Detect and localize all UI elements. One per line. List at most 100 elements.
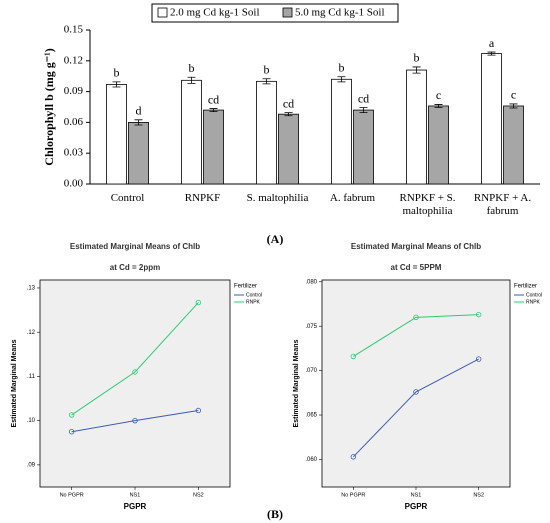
bar (331, 78, 352, 185)
point (68, 429, 75, 435)
y-tick-label: .09 (27, 462, 36, 468)
y-tick-label: .070 (305, 368, 317, 374)
bar (203, 109, 224, 185)
error-bar (509, 103, 518, 109)
error-bar (434, 104, 443, 108)
significance-letter: cd (358, 91, 369, 105)
x-tick-label: RNPKF + A. fabrum (473, 192, 532, 217)
point (475, 356, 482, 362)
plot-area (39, 279, 231, 488)
y-axis-label: Estimated Marginal Means (11, 339, 18, 427)
chart-subtitle: at Cd = 5PPM (391, 263, 442, 272)
legend-swatch (157, 7, 168, 18)
bar (503, 105, 524, 185)
y-tick-label: .075 (305, 324, 317, 330)
y-tick-label: 0.15 (64, 24, 84, 36)
x-tick-label: RNPKF + S. maltophilia (399, 192, 456, 217)
x-tick-label: NS2 (473, 492, 484, 498)
y-tick-label: 0.00 (64, 178, 84, 190)
y-tick-label: 0.06 (64, 116, 84, 128)
x-tick-label: NS1 (130, 492, 141, 498)
point (195, 407, 202, 414)
significance-letter: b (189, 61, 195, 75)
x-tick-label: No PGPR (341, 492, 365, 498)
significance-letter: d (136, 104, 142, 118)
legend-label: 5.0 mg Cd kg-1 Soil (295, 7, 385, 19)
bar (278, 113, 299, 185)
legend-title: Fertilizer (234, 284, 257, 290)
line (71, 409, 199, 433)
significance-letter: c (511, 88, 516, 102)
error-bar (412, 66, 421, 74)
significance-letter: b (264, 63, 270, 77)
chart-subtitle: at Cd = 2ppm (110, 263, 160, 272)
legend-swatch (282, 7, 293, 18)
chart-title: Estimated Marginal Means of Chlb (351, 242, 481, 251)
x-tick-label: NS2 (193, 492, 204, 498)
line (352, 358, 479, 458)
panel-label: (B) (267, 507, 283, 521)
legend-label: Control (526, 292, 542, 298)
bar (181, 79, 202, 185)
y-axis-label: Estimated Marginal Means (293, 339, 300, 427)
point (475, 311, 482, 318)
significance-letter: b (114, 66, 120, 80)
error-bar (359, 107, 368, 114)
point (413, 389, 419, 395)
legend-title: Fertilizer (514, 284, 537, 290)
x-tick-label: NS1 (411, 492, 422, 498)
y-tick-label: .080 (305, 279, 317, 285)
bar (353, 109, 374, 185)
y-tick-label: .13 (27, 286, 36, 292)
legend-label: Control (246, 292, 262, 298)
error-bar (284, 112, 293, 117)
error-bar (337, 76, 346, 83)
x-tick-label: No PGPR (60, 492, 84, 498)
chart-title: Estimated Marginal Means of Chlb (70, 242, 200, 251)
y-axis-label: Chlorophyll b (mg g⁻¹) (42, 48, 56, 165)
x-tick-label: A. fabrum (329, 192, 376, 204)
y-tick-label: .060 (305, 457, 317, 463)
y-tick-label: .10 (27, 418, 36, 424)
error-bar (209, 108, 218, 113)
error-bar (487, 51, 496, 56)
significance-letter: cd (208, 92, 219, 106)
line (71, 302, 199, 416)
y-tick-label: .065 (305, 413, 317, 419)
plot-area (321, 279, 511, 488)
point (195, 299, 202, 306)
y-tick-label: .12 (27, 330, 36, 336)
point (132, 369, 138, 375)
bar (481, 53, 502, 185)
error-bar (187, 76, 196, 84)
bar (406, 69, 427, 185)
point (350, 454, 357, 460)
significance-letter: b (414, 51, 420, 65)
significance-letter: c (436, 88, 441, 102)
y-tick-label: .11 (27, 374, 36, 380)
point (68, 412, 75, 418)
significance-letter: a (489, 36, 495, 50)
x-tick-label: S. maltophilia (246, 192, 309, 204)
legend-label: 2.0 mg Cd kg-1 Soil (170, 7, 260, 19)
error-bar (262, 78, 271, 85)
y-tick-label: 0.12 (64, 54, 83, 66)
significance-letter: cd (283, 96, 294, 110)
point (413, 314, 419, 321)
point (132, 417, 138, 424)
bar (128, 122, 149, 185)
legend-label: RNPK (526, 299, 541, 305)
y-tick-label: 0.03 (64, 147, 84, 159)
bar (256, 80, 277, 185)
panel-label: (A) (267, 232, 284, 246)
point (350, 353, 357, 360)
error-bar (134, 119, 143, 126)
line (353, 314, 479, 357)
error-bar (112, 81, 121, 88)
x-tick-label: Control (110, 192, 145, 204)
bar (428, 105, 449, 185)
legend-box (151, 3, 399, 23)
significance-letter: b (339, 60, 345, 74)
